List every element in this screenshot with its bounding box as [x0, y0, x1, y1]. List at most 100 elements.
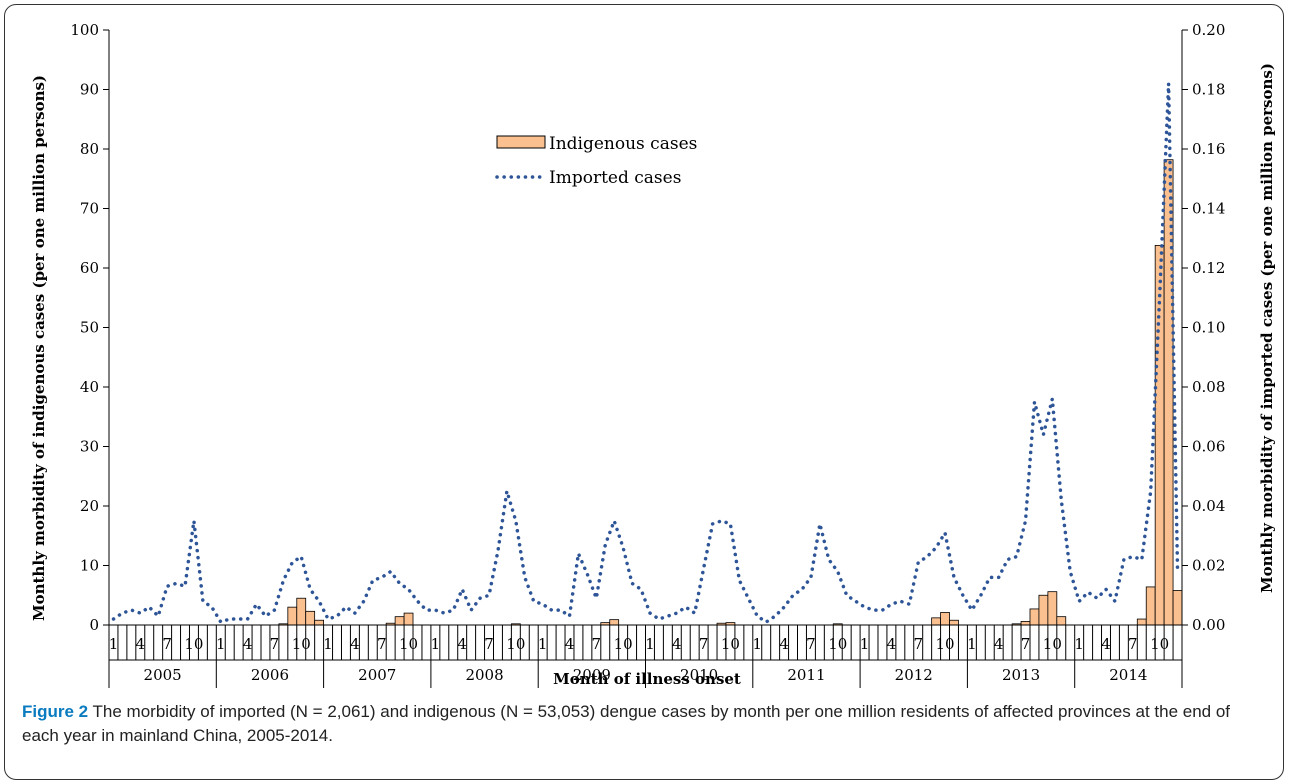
- bar: [296, 597, 307, 626]
- y-right-tick-label: 0.12: [1192, 259, 1225, 277]
- legend: Indigenous cases Imported cases: [495, 134, 697, 188]
- month-tick-label: 7: [913, 635, 923, 653]
- month-tick-label: 4: [457, 635, 467, 653]
- month-tick-label: 4: [1101, 635, 1111, 653]
- year-label: 2013: [1002, 666, 1040, 684]
- bar: [1136, 618, 1147, 626]
- y-right-tick-label: 0.18: [1192, 81, 1225, 99]
- bar: [1020, 621, 1031, 626]
- month-tick-label: 1: [1074, 635, 1084, 653]
- month-tick-label: 10: [506, 635, 525, 653]
- month-tick-label: 4: [243, 635, 253, 653]
- month-tick-label: 1: [645, 635, 655, 653]
- month-tick-label: 4: [994, 635, 1004, 653]
- month-tick-label: 10: [1150, 635, 1169, 653]
- year-label: 2006: [251, 666, 289, 684]
- month-tick-label: 7: [377, 635, 387, 653]
- year-label: 2010: [680, 666, 718, 684]
- y-left-tick-label: 50: [80, 319, 99, 337]
- y-left-tick-label: 100: [70, 21, 99, 39]
- year-label: 2014: [1109, 666, 1147, 684]
- month-tick-label: 10: [292, 635, 311, 653]
- bar: [403, 612, 414, 626]
- figure-frame: [4, 4, 1284, 780]
- y-axis-left-title: Monthly morbidity of indigenous cases (p…: [30, 75, 48, 621]
- month-tick-label: 1: [323, 635, 333, 653]
- y-left-tick-label: 90: [80, 81, 99, 99]
- y-left-tick-label: 10: [80, 557, 99, 575]
- figure-caption: Figure 2 The morbidity of imported (N = …: [22, 700, 1262, 748]
- month-tick-label: 4: [779, 635, 789, 653]
- axes: 0 10 20 30 40 50 60 70 80 90 100 0.00 0.02 0.04 0.06 0.…: [70, 21, 1225, 688]
- month-tick-label: 1: [752, 635, 762, 653]
- month-tick-label: 7: [1128, 635, 1138, 653]
- legend-label-imported: Imported cases: [549, 168, 681, 188]
- y-right-tick-label: 0.04: [1192, 497, 1225, 515]
- bar: [1038, 594, 1049, 626]
- bar: [305, 610, 316, 626]
- month-tick-label: 4: [672, 635, 682, 653]
- month-tick-label: 1: [109, 635, 119, 653]
- month-tick-label: 10: [184, 635, 203, 653]
- y-left-tick-label: 40: [80, 378, 99, 396]
- month-tick-label: 4: [350, 635, 360, 653]
- month-tick-label: 4: [136, 635, 146, 653]
- y-left-tick-label: 20: [80, 497, 99, 515]
- legend-label-indigenous: Indigenous cases: [549, 134, 697, 154]
- y-axis-right-title: Monthly morbidity of imported cases (per…: [1258, 63, 1276, 593]
- y-right-tick-label: 0.10: [1192, 319, 1225, 337]
- indigenous-bars: [278, 159, 1183, 626]
- x-axis-title: Month of illness onset: [553, 670, 741, 688]
- dual-axis-chart: 0 10 20 30 40 50 60 70 80 90 100 0.00 0.02 0.04 0.06 0.…: [30, 21, 1276, 688]
- y-right-tick-label: 0.02: [1192, 557, 1225, 575]
- bar: [1029, 608, 1040, 626]
- caption-label: Figure 2: [22, 702, 89, 721]
- month-tick-label: 7: [806, 635, 816, 653]
- year-label: 2011: [787, 666, 825, 684]
- month-tick-label: 10: [828, 635, 847, 653]
- month-tick-label: 1: [967, 635, 977, 653]
- month-tick-label: 7: [484, 635, 494, 653]
- imported-series-line: [111, 81, 1180, 624]
- month-tick-label: 10: [1043, 635, 1062, 653]
- year-label: 2008: [465, 666, 503, 684]
- bar: [1172, 590, 1183, 626]
- month-tick-label: 10: [935, 635, 954, 653]
- month-tick-label: 1: [431, 635, 441, 653]
- bar: [394, 616, 405, 626]
- year-label: 2005: [144, 666, 182, 684]
- month-tick-label: 4: [887, 635, 897, 653]
- month-tick-label: 1: [538, 635, 548, 653]
- y-left-tick-label: 70: [80, 200, 99, 218]
- y-left-tick-label: 30: [80, 438, 99, 456]
- bar: [940, 612, 950, 626]
- month-tick-label: 7: [592, 635, 602, 653]
- y-right-tick-label: 0.14: [1192, 200, 1225, 218]
- bar: [1047, 591, 1058, 626]
- y-right-tick-label: 0.20: [1192, 21, 1225, 39]
- bar: [287, 606, 298, 626]
- bar: [1056, 616, 1067, 626]
- month-tick-label: 1: [216, 635, 226, 653]
- month-tick-label: 10: [721, 635, 740, 653]
- y-left-tick-label: 0: [89, 616, 99, 634]
- month-tick-label: 7: [1021, 635, 1031, 653]
- y-right-tick-label: 0.08: [1192, 378, 1225, 396]
- caption-text: The morbidity of imported (N = 2,061) an…: [22, 702, 1231, 745]
- y-left-tick-label: 60: [80, 259, 99, 277]
- bar: [931, 617, 941, 626]
- year-label: 2009: [573, 666, 611, 684]
- y-right-tick-label: 0.00: [1192, 616, 1225, 634]
- month-tick-label: 4: [565, 635, 575, 653]
- bar: [609, 619, 620, 626]
- year-label: 2007: [358, 666, 396, 684]
- legend-swatch-indigenous: [496, 135, 546, 149]
- month-tick-label: 7: [162, 635, 172, 653]
- bar: [1163, 159, 1174, 626]
- month-tick-label: 7: [270, 635, 280, 653]
- year-label: 2012: [895, 666, 933, 684]
- month-tick-label: 7: [699, 635, 709, 653]
- imported-line: [111, 81, 1180, 624]
- bar: [949, 619, 959, 626]
- bar: [1145, 586, 1156, 626]
